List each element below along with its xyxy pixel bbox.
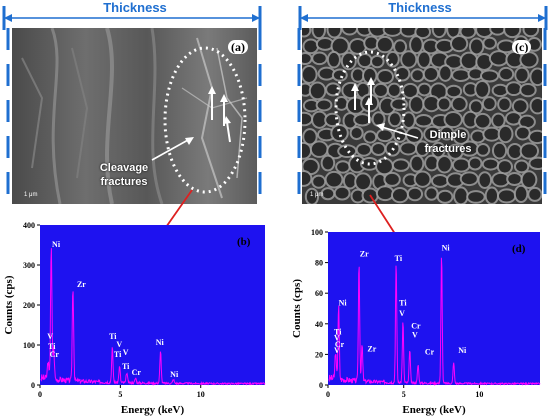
pointer-arrow-a <box>151 137 194 161</box>
element-label: Ni <box>52 240 61 249</box>
annotation-c: Dimple fractures <box>418 128 478 156</box>
element-label: Ni <box>458 346 467 355</box>
element-label: Cr <box>335 340 345 349</box>
element-label: Ti <box>334 328 342 337</box>
y-axis-label: Counts (cps) <box>3 275 15 334</box>
dashed-ellipse-a <box>163 46 247 194</box>
element-label: V <box>412 331 418 340</box>
element-label: Zr <box>77 280 86 289</box>
right-edge-ticks-c <box>543 28 547 204</box>
left-edge-ticks-c <box>297 28 301 204</box>
panel-label-a: (a) <box>228 40 248 54</box>
element-label: Ti <box>399 298 407 307</box>
left-edge-ticks-a <box>6 28 10 204</box>
white-arrows-a <box>208 86 231 143</box>
panel-label: (b) <box>237 236 251 248</box>
element-label: Ti <box>109 332 117 341</box>
annotation-a: Cleavage fractures <box>92 161 156 189</box>
y-tick-label: 20 <box>315 350 323 359</box>
panel-label-c: (c) <box>512 40 532 54</box>
spectrum-line <box>40 248 266 386</box>
x-axis-label: Energy (keV) <box>402 404 466 416</box>
x-tick-label: 10 <box>475 390 483 399</box>
thickness-title-right: Thickness <box>388 0 452 15</box>
y-tick-label: 200 <box>23 301 35 310</box>
y-tick-label: 40 <box>315 320 323 329</box>
element-label: Cr <box>132 368 142 377</box>
x-tick-label: 5 <box>118 390 122 399</box>
thickness-bar-right: Thickness <box>290 0 550 30</box>
thickness-arrow-left <box>2 6 262 30</box>
element-label: V <box>123 348 129 357</box>
x-tick-label: 0 <box>38 390 42 399</box>
x-tick-label: 5 <box>402 390 406 399</box>
element-label: Ni <box>170 370 179 379</box>
annotation-a-line1: Cleavage <box>99 162 149 174</box>
white-arrows-c <box>351 77 375 123</box>
annotation-c-line1: Dimple <box>429 129 467 141</box>
element-label: V <box>47 332 53 341</box>
scale-a: 1 μm <box>24 192 38 198</box>
element-label: Cr <box>411 321 421 330</box>
eds-chart-b: Ni V Ti Cr Zr Ti V Ti V Ti Cr Ni Ni 0 100 200 300 400 0 5 10… <box>0 215 275 420</box>
thickness-arrow-right <box>298 6 548 30</box>
scale-c: 1 μm <box>310 192 324 198</box>
y-tick-label: 300 <box>23 261 35 270</box>
element-label: Cr <box>425 347 435 356</box>
element-label: V <box>116 340 122 349</box>
panel-label: (d) <box>512 243 526 255</box>
element-label: Ti <box>122 362 130 371</box>
element-label: Zr <box>360 249 369 258</box>
plot-area <box>40 225 265 385</box>
element-label: Cr <box>50 350 60 359</box>
y-tick-label: 0 <box>31 381 35 390</box>
plot-area <box>328 232 540 385</box>
y-tick-label: 100 <box>311 228 323 237</box>
y-tick-label: 100 <box>23 341 35 350</box>
x-tick-label: 10 <box>197 390 205 399</box>
element-label: Ti <box>395 254 403 263</box>
right-edge-ticks-a <box>258 28 262 204</box>
thickness-bar-left: Thickness <box>0 0 265 30</box>
pointer-arrow-c <box>376 123 419 139</box>
y-tick-label: 400 <box>23 221 35 230</box>
element-label: V <box>399 309 405 318</box>
thickness-title-left: Thickness <box>103 0 167 15</box>
y-tick-label: 0 <box>319 381 323 390</box>
element-label: Ni <box>442 243 451 252</box>
element-label: V <box>334 334 340 343</box>
spectrum-line <box>328 257 541 387</box>
element-label: V <box>334 346 340 355</box>
y-tick-label: 80 <box>315 259 323 268</box>
y-axis-label: Counts (cps) <box>291 279 303 338</box>
annotation-a-line2: fractures <box>100 176 148 188</box>
x-axis-label: Energy (keV) <box>121 404 185 416</box>
eds-chart-d: Ni Ti V Cr V Zr Zr Ti Ti V Cr V Cr Ni Ni 0 20 40 60 80 100 0 5… <box>280 215 550 420</box>
sem-image-a <box>12 28 257 204</box>
x-tick-label: 0 <box>326 390 330 399</box>
element-label: Ni <box>339 298 348 307</box>
y-tick-label: 60 <box>315 289 323 298</box>
dashed-ellipse-c <box>334 50 406 166</box>
element-label: Ti <box>48 342 56 351</box>
element-label: Zr <box>367 344 376 353</box>
annotation-c-line2: fractures <box>424 143 472 155</box>
element-label: Ti <box>114 350 122 359</box>
element-label: Ni <box>156 338 165 347</box>
